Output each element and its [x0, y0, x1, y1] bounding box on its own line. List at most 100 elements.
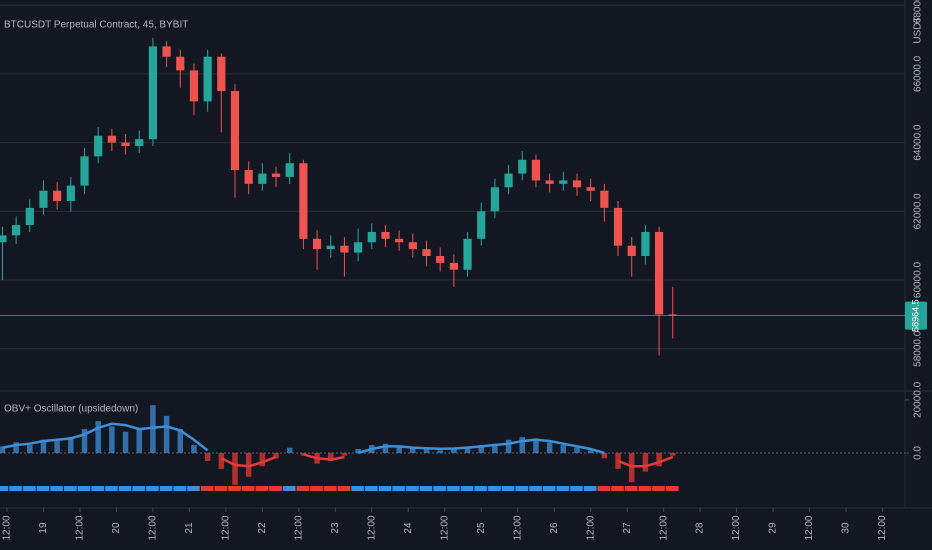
candle-body	[107, 135, 116, 143]
signal-strip	[50, 486, 63, 491]
price-tick-label: 62000.0	[913, 193, 924, 230]
candle-body	[668, 314, 677, 316]
candle-body	[244, 170, 253, 184]
histogram-bar	[601, 452, 608, 459]
time-tick-label: 12:00	[366, 515, 377, 540]
signal-strip	[624, 486, 638, 491]
signal-strip	[433, 486, 447, 491]
histogram-bar	[286, 447, 293, 453]
time-tick-label: 12:00	[293, 515, 304, 540]
histogram-bar	[382, 443, 389, 453]
signal-strip	[597, 486, 611, 491]
signal-strip	[665, 486, 679, 491]
histogram-bar	[273, 452, 279, 459]
signal-strip	[0, 486, 9, 491]
time-tick-label: 12:00	[439, 515, 450, 540]
histogram-bar	[464, 446, 471, 453]
histogram-bar	[40, 439, 47, 453]
candle-body	[299, 163, 308, 239]
time-tick-label: 26	[549, 522, 560, 534]
candle-body	[477, 211, 486, 239]
histogram-bar	[587, 450, 594, 453]
histogram-bar	[191, 445, 197, 453]
histogram-bar	[27, 445, 33, 453]
time-tick-label: 12:00	[148, 515, 159, 540]
candle-body	[600, 190, 609, 208]
candle-body	[531, 159, 541, 181]
price-tick-label: 58000.0	[913, 330, 924, 367]
histogram-bar	[396, 446, 402, 453]
candle-body	[463, 238, 472, 270]
time-tick-label: 27	[622, 522, 633, 534]
signal-strip	[173, 486, 187, 491]
candle-body	[12, 225, 21, 236]
histogram-bar	[355, 449, 361, 453]
histogram-bar	[451, 449, 457, 453]
signal-strip	[419, 486, 433, 491]
signal-strip	[337, 486, 351, 491]
signal-strip	[200, 486, 214, 491]
signal-strip	[515, 486, 529, 491]
signal-strip	[570, 486, 583, 491]
signal-strip	[583, 486, 597, 491]
candle-body	[518, 159, 527, 174]
signal-strip	[77, 486, 91, 491]
time-tick-label: 29	[768, 522, 779, 534]
histogram-bar	[505, 439, 512, 453]
signal-strip	[241, 486, 255, 491]
candle-body	[504, 173, 513, 188]
histogram-bar	[54, 441, 60, 453]
time-tick-label: 25	[476, 522, 487, 534]
time-tick-label: 12:00	[731, 515, 742, 540]
histogram-bar	[328, 452, 334, 461]
oscillator-line	[2, 422, 209, 452]
signal-strip	[105, 486, 118, 491]
candle-body	[627, 245, 636, 256]
signal-strip	[652, 486, 665, 491]
time-tick-label: 12:00	[512, 515, 523, 540]
histogram-bar	[341, 452, 348, 456]
histogram-bar	[259, 452, 266, 467]
signal-strip	[447, 486, 460, 491]
time-tick-label: 20	[111, 522, 122, 534]
osc-tick-label: 20000.0	[913, 381, 924, 418]
histogram-bar	[519, 437, 526, 453]
time-tick-label: 12:00	[877, 515, 888, 540]
signal-strip	[310, 486, 323, 491]
price-tick-label: 60000.0	[913, 262, 924, 299]
signal-strip	[364, 486, 378, 491]
candle-body	[285, 163, 294, 177]
signal-strip	[351, 486, 364, 491]
time-tick-label: 28	[695, 522, 706, 534]
signal-strip	[556, 486, 570, 491]
histogram-bar	[574, 447, 580, 453]
signal-strip	[460, 486, 474, 491]
histogram-bar	[68, 437, 74, 453]
signal-strip	[22, 486, 36, 491]
candle-body	[121, 142, 130, 147]
histogram-bar	[628, 452, 635, 483]
candle-body	[94, 135, 103, 157]
time-tick-label: 22	[257, 522, 268, 534]
time-tick-label: 30	[841, 522, 852, 534]
signal-strip	[187, 486, 200, 491]
candle-body	[148, 46, 158, 140]
histogram-bar	[245, 452, 252, 477]
histogram-bar	[423, 449, 430, 453]
candle-body	[381, 231, 390, 239]
histogram-bar	[232, 452, 238, 485]
signal-strip	[405, 486, 419, 491]
price-tick-label: 64000.0	[913, 124, 924, 161]
candle-body	[258, 173, 267, 184]
signal-strip	[214, 486, 228, 491]
time-tick-label: 12:00	[658, 515, 669, 540]
time-tick-label: 21	[184, 522, 195, 534]
candle-body	[203, 56, 212, 102]
histogram-bar	[437, 450, 443, 453]
time-tick-label: 12:00	[2, 515, 13, 540]
candle-body	[80, 156, 89, 186]
osc-tick-label: 0.0	[913, 446, 924, 460]
signal-strip	[228, 486, 241, 491]
candle-body	[25, 207, 34, 226]
